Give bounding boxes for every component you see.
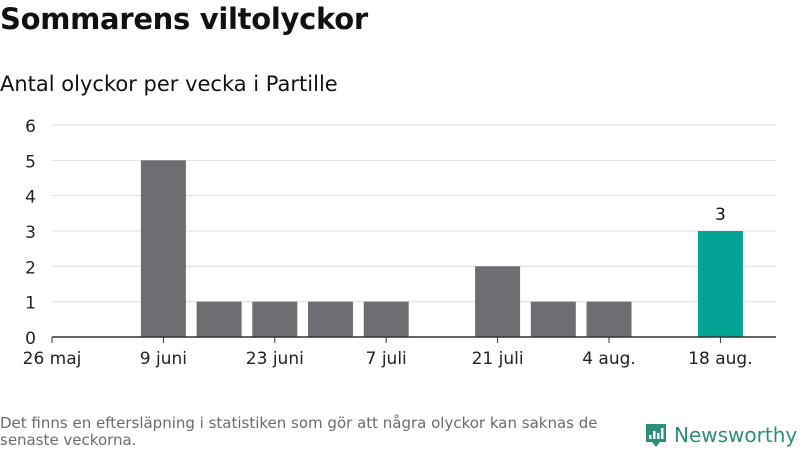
bar <box>308 301 353 337</box>
bar-chart: 0 1 2 3 4 5 6 3 26 maj 9 juni 23 juni 7 juli 21 ju… <box>23 117 776 369</box>
x-axis: 26 maj 9 juni 23 juni 7 juli 21 juli 4 aug. 18… <box>23 336 776 369</box>
x-tick-label: 4 aug. <box>582 349 636 369</box>
bar <box>140 160 186 337</box>
footnote: Det finns en eftersläpning i statistiken… <box>0 414 598 449</box>
bar-highlight <box>697 231 743 337</box>
x-tick-label: 21 juli <box>472 349 524 369</box>
y-tick-label: 4 <box>25 188 36 208</box>
x-tick-label: 9 juni <box>140 349 187 369</box>
y-tick-label: 1 <box>25 294 36 314</box>
data-labels: 3 <box>715 205 726 225</box>
y-tick-label: 2 <box>25 258 36 278</box>
bar <box>530 301 576 337</box>
y-tick-label: 6 <box>25 117 36 137</box>
x-tick-label: 26 maj <box>23 349 82 369</box>
x-tick-label: 18 aug. <box>688 349 752 369</box>
newsworthy-logo-icon <box>646 424 666 447</box>
y-axis-ticks: 0 1 2 3 4 5 6 <box>25 117 36 349</box>
chart-title: Sommarens viltolyckor <box>0 2 368 36</box>
bar <box>586 301 632 337</box>
brand-logo[interactable]: Newsworthy <box>644 420 797 450</box>
bar <box>196 301 242 337</box>
bar <box>363 301 409 337</box>
chart-subtitle: Antal olyckor per vecka i Partille <box>0 72 338 96</box>
y-tick-label: 0 <box>25 329 36 349</box>
bars <box>140 160 743 337</box>
bar <box>252 301 298 337</box>
y-tick-label: 3 <box>25 223 36 243</box>
bar <box>475 266 521 337</box>
y-tick-label: 5 <box>25 152 36 172</box>
brand-name: Newsworthy <box>674 423 798 447</box>
data-label: 3 <box>715 205 726 225</box>
x-tick-label: 7 juli <box>366 349 407 369</box>
x-tick-label: 23 juni <box>246 349 304 369</box>
